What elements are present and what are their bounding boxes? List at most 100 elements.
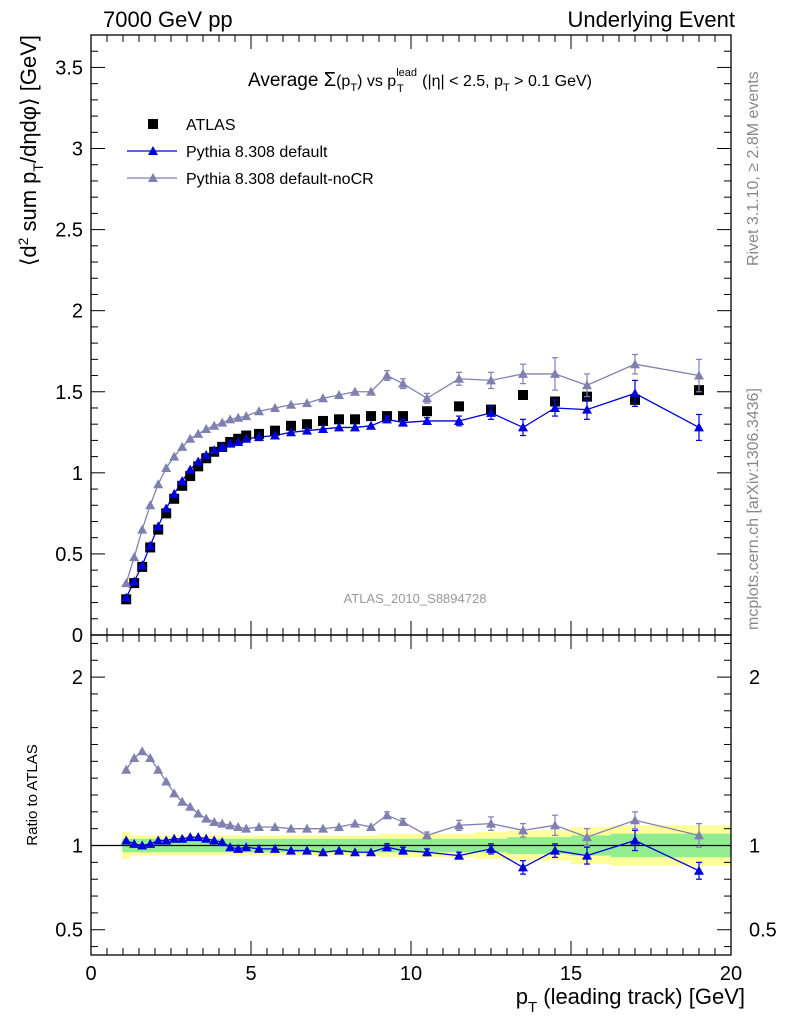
ratio-point-nocr-1 [129, 752, 140, 762]
main-point-nocr-12 [217, 417, 228, 427]
ratio-point-nocr-14 [233, 822, 244, 831]
main-point-default-12 [217, 441, 228, 451]
ratio-point-nocr-11 [209, 816, 220, 826]
atlas-point-6 [169, 493, 180, 504]
ratio-point-default-19 [302, 845, 312, 855]
ratio-point-nocr-16 [254, 822, 264, 831]
ratio-point-nocr-12 [217, 818, 228, 828]
ratio-point-default-26 [422, 847, 432, 857]
ratio-point-nocr-29 [518, 825, 528, 835]
ratio-panel-data [121, 746, 704, 880]
main-point-nocr-8 [185, 433, 196, 443]
ratio-line-default [125, 836, 700, 872]
main-point-nocr-28 [486, 375, 496, 385]
ratio-point-default-14 [233, 843, 244, 853]
main-point-nocr-22 [350, 386, 360, 396]
ratio-point-nocr-33 [694, 830, 704, 840]
ytick-main-label-2: 2 [72, 301, 83, 323]
atlas-point-25 [398, 411, 408, 422]
main-point-default-9 [193, 456, 204, 466]
main-point-nocr-3 [145, 500, 156, 510]
ratio-point-default-31 [582, 850, 592, 860]
main-point-nocr-4 [153, 479, 164, 489]
xtick-label-10: 10 [400, 963, 422, 985]
ratio-point-default-13 [225, 842, 236, 852]
main-point-nocr-9 [193, 428, 204, 438]
ratio-point-default-28 [486, 843, 496, 853]
main-point-default-10 [201, 450, 212, 459]
ratio-point-nocr-3 [145, 752, 156, 762]
ratio-point-default-3 [145, 838, 156, 848]
main-point-nocr-2 [137, 524, 148, 534]
main-point-default-20 [318, 424, 328, 434]
atlas-point-7 [177, 480, 188, 491]
main-point-default-18 [286, 427, 296, 437]
main-point-nocr-0 [121, 578, 132, 588]
main-point-nocr-14 [233, 412, 244, 422]
ratio-point-default-20 [318, 847, 328, 857]
legend-label-1: Pythia 8.308 default [186, 144, 328, 161]
main-point-default-17 [270, 430, 280, 440]
main-point-nocr-1 [129, 552, 140, 562]
ratio-point-nocr-23 [366, 822, 376, 831]
ratio-point-default-5 [161, 835, 172, 845]
main-point-nocr-19 [302, 398, 312, 408]
ratio-point-nocr-28 [486, 818, 496, 828]
ratio-point-nocr-26 [422, 830, 432, 840]
main-point-nocr-17 [270, 402, 280, 412]
main-point-default-31 [582, 404, 592, 414]
ytick-main-label-3.5: 3.5 [55, 57, 83, 79]
ratio-point-default-11 [209, 835, 220, 845]
main-point-nocr-10 [201, 424, 212, 434]
atlas-point-20 [318, 415, 328, 426]
main-point-default-8 [185, 464, 196, 474]
main-point-default-24 [382, 414, 392, 424]
main-point-nocr-7 [177, 441, 188, 451]
main-point-default-28 [486, 407, 496, 417]
main-point-nocr-16 [254, 406, 264, 416]
main-point-default-22 [350, 422, 360, 432]
main-point-default-23 [366, 420, 376, 430]
legend-marker-2 [148, 173, 158, 182]
main-point-default-1 [129, 576, 140, 586]
main-point-default-21 [334, 422, 344, 432]
ratio-point-default-21 [334, 845, 344, 855]
ytick-main-label-0: 0 [72, 625, 83, 647]
main-point-nocr-15 [241, 411, 252, 421]
main-point-default-30 [550, 402, 560, 412]
main-point-default-16 [254, 432, 264, 442]
ratio-point-nocr-25 [398, 816, 408, 826]
ratio-point-default-6 [169, 833, 180, 843]
ratio-point-nocr-32 [630, 815, 640, 825]
ratio-point-default-1 [129, 838, 140, 848]
ratio-point-nocr-0 [121, 764, 132, 774]
main-point-nocr-31 [582, 380, 592, 390]
main-point-default-26 [422, 415, 432, 425]
xtick-label-0: 0 [85, 963, 96, 985]
analysis-watermark: ATLAS_2010_S8894728 [344, 591, 487, 606]
legend-marker-atlas [148, 119, 158, 129]
atlas-point-29 [518, 390, 528, 400]
main-point-default-15 [241, 433, 252, 443]
ratio-point-default-24 [382, 842, 392, 852]
ratio-point-nocr-13 [225, 820, 236, 830]
ytick-main-label-3: 3 [72, 139, 83, 161]
ytick-ratio-label-right-2: 2 [749, 667, 760, 689]
main-point-default-32 [630, 388, 640, 398]
ratio-point-nocr-5 [161, 776, 172, 786]
main-point-nocr-18 [286, 399, 296, 409]
ratio-point-nocr-18 [286, 823, 296, 833]
ratio-frame [90, 634, 732, 956]
ytick-ratio-label-left-0.5: 0.5 [55, 920, 83, 942]
main-point-default-0 [121, 592, 132, 602]
atlas-point-8 [185, 471, 196, 482]
ratio-point-nocr-31 [582, 832, 592, 842]
main-point-default-11 [209, 445, 220, 455]
ratio-point-default-18 [286, 845, 296, 855]
main-point-nocr-20 [318, 393, 328, 403]
main-point-default-27 [454, 415, 464, 425]
main-line-default [125, 392, 700, 598]
ratio-point-default-2 [137, 840, 148, 850]
main-point-nocr-33 [694, 370, 704, 380]
